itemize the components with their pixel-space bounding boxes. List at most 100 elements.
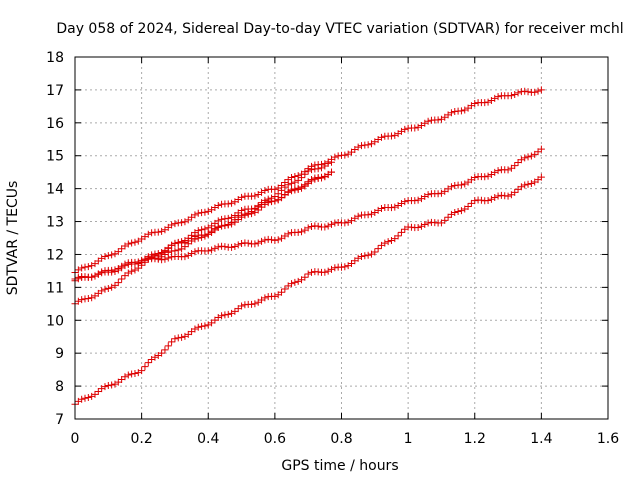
data-point: [288, 280, 296, 288]
data-point: [221, 222, 229, 230]
data-point: [194, 234, 202, 242]
data-point: [191, 211, 199, 219]
data-point: [364, 211, 372, 219]
data-point: [214, 314, 222, 322]
data-point: [537, 173, 545, 181]
data-point: [174, 246, 182, 254]
data-point: [387, 132, 395, 140]
data-point: [381, 239, 389, 247]
data-point: [224, 214, 232, 222]
data-point: [338, 263, 345, 271]
data-point: [278, 186, 286, 194]
x-tick-label: 1.4: [530, 431, 552, 447]
data-point: [524, 88, 532, 96]
y-tick-label: 18: [46, 50, 64, 66]
data-point: [301, 273, 309, 281]
data-point: [537, 145, 545, 153]
data-point: [191, 325, 199, 333]
data-point: [198, 322, 206, 330]
data-point: [154, 228, 162, 236]
data-point: [201, 225, 209, 233]
data-point: [118, 275, 126, 283]
data-point: [354, 212, 362, 220]
data-point: [471, 99, 479, 107]
data-point: [268, 236, 276, 244]
data-point: [128, 239, 136, 247]
data-point: [74, 273, 82, 281]
data-point: [444, 213, 452, 221]
data-point: [74, 297, 82, 305]
data-point: [424, 117, 432, 125]
data-point: [181, 253, 189, 261]
data-point: [164, 342, 172, 350]
data-point: [241, 210, 249, 218]
data-point: [331, 153, 339, 161]
data-point: [308, 166, 316, 174]
data-point: [194, 323, 202, 331]
data-point: [504, 166, 512, 174]
data-point: [141, 256, 149, 264]
data-point: [308, 222, 316, 230]
data-point: [161, 346, 169, 354]
chart-title: Day 058 of 2024, Sidereal Day-to-day VTE…: [56, 21, 623, 37]
data-point: [224, 200, 232, 208]
data-point: [91, 272, 99, 280]
y-tick-label: 9: [55, 346, 64, 362]
data-point: [464, 203, 472, 211]
data-point: [411, 124, 419, 132]
data-point: [511, 91, 519, 99]
data-point: [144, 359, 152, 367]
data-point: [271, 292, 279, 300]
series-track-2: [71, 145, 545, 285]
data-point: [174, 334, 182, 342]
data-point: [158, 349, 166, 357]
data-point: [434, 116, 442, 124]
data-point: [141, 363, 149, 371]
data-point: [421, 221, 429, 229]
data-point: [414, 196, 422, 204]
data-point: [294, 185, 302, 193]
data-point: [471, 174, 479, 182]
data-point: [308, 177, 316, 185]
data-point: [101, 252, 109, 260]
y-axis-label: SDTVAR / TECUs: [5, 181, 21, 296]
data-point: [124, 240, 132, 248]
data-point: [91, 390, 99, 398]
y-tick-label: 17: [46, 83, 64, 99]
axis-ticks: [74, 56, 609, 420]
data-point: [201, 322, 209, 330]
data-point: [188, 249, 196, 257]
data-point: [491, 193, 499, 201]
data-point: [88, 273, 96, 281]
data-point: [374, 245, 382, 253]
data-point: [238, 211, 246, 219]
series-track-6: [138, 158, 336, 267]
data-point: [514, 89, 522, 97]
data-point: [101, 383, 109, 391]
data-point: [341, 263, 349, 271]
x-tick-label: 0.4: [197, 431, 219, 447]
data-point: [191, 235, 199, 243]
data-point: [94, 270, 102, 278]
data-point: [108, 251, 116, 259]
data-point: [301, 170, 309, 178]
data-points: [71, 86, 545, 408]
data-point: [121, 262, 129, 270]
data-point: [261, 196, 269, 204]
data-point: [371, 248, 379, 256]
data-point: [211, 244, 219, 252]
data-point: [521, 154, 529, 162]
data-point: [308, 268, 316, 276]
data-point: [328, 265, 336, 273]
data-point: [414, 223, 422, 231]
y-tick-label: 13: [46, 215, 64, 231]
data-point: [447, 109, 455, 117]
data-point: [84, 263, 92, 271]
data-point: [261, 236, 269, 244]
data-point: [81, 394, 89, 402]
data-point: [218, 312, 226, 320]
data-point: [457, 181, 465, 189]
data-point: [391, 203, 399, 211]
data-point: [367, 210, 375, 218]
data-point: [387, 204, 395, 212]
